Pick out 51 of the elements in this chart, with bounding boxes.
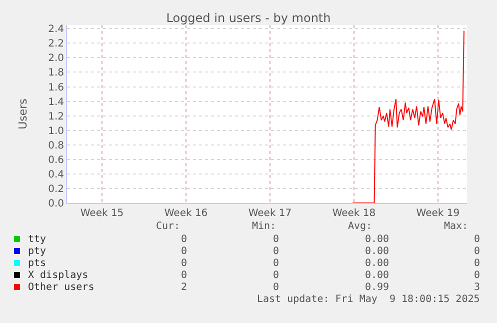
legend-label: pts [28, 258, 46, 269]
text: 0 [181, 258, 188, 269]
text: 0.00 [365, 246, 390, 257]
legend-label: pty [28, 246, 46, 257]
text: 0.00 [365, 270, 390, 281]
chart-title: Logged in users - by month [166, 11, 331, 26]
legend-label: tty [28, 234, 46, 245]
legend-label: Other users [28, 282, 94, 293]
text: 0 [273, 258, 280, 269]
text: 0 [181, 270, 188, 281]
text: 0 [474, 234, 480, 245]
text: Last update: Fri May 9 18:00:15 2025 [257, 294, 480, 305]
y-tick-label: 0.6 [48, 154, 64, 166]
y-tick-label: 2.2 [48, 38, 64, 50]
text: Avg: [348, 221, 372, 232]
x-tick-label: Week 17 [248, 208, 292, 219]
y-tick-label: 0.4 [48, 169, 64, 180]
text: 0 [273, 246, 280, 257]
text: 2 [181, 282, 188, 293]
text: Min: [252, 221, 276, 232]
y-tick-label: 0.2 [48, 184, 64, 195]
text: 0 [474, 258, 480, 269]
text: 0.99 [365, 282, 390, 293]
text: 0 [474, 270, 480, 281]
text: Max: [444, 221, 468, 232]
text: 0 [273, 270, 280, 281]
text: 3 [474, 282, 480, 293]
legend-label: X displays [28, 270, 88, 281]
text: 0 [181, 246, 188, 257]
x-tick-label: Week 16 [164, 208, 208, 219]
x-tick-label: Week 15 [80, 208, 124, 219]
line-series [352, 30, 464, 203]
text: Cur: [156, 221, 180, 232]
y-axis-title: Users [16, 98, 30, 130]
y-tick-label: 0.8 [48, 140, 64, 152]
text: 0.00 [365, 258, 390, 269]
y-tick-label: 1.8 [48, 68, 64, 79]
x-tick-label: Week 18 [332, 208, 376, 219]
y-tick-label: 1.4 [48, 96, 64, 108]
y-tick-label: 1.0 [48, 126, 64, 137]
y-tick-label: 1.6 [48, 82, 64, 94]
y-tick-label: 2.0 [48, 53, 64, 64]
text: 0 [181, 234, 188, 245]
text: 0 [273, 234, 280, 245]
text: 0 [474, 246, 480, 257]
y-tick-label: 1.2 [48, 111, 64, 122]
text: 0 [273, 282, 280, 293]
text: 0.00 [365, 234, 390, 245]
y-tick-label: 0.0 [48, 198, 64, 210]
y-tick-label: 2.4 [48, 24, 64, 36]
x-tick-label: Week 19 [416, 208, 460, 219]
